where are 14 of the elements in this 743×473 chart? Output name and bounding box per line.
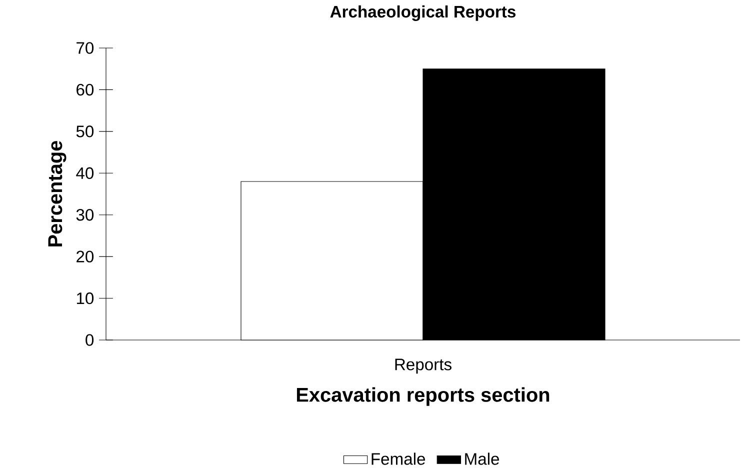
legend-label: Male xyxy=(465,452,500,465)
y-tick-label: 20 xyxy=(76,250,94,262)
y-tick-label: 50 xyxy=(76,126,94,138)
x-axis-title: Excavation reports section xyxy=(296,387,550,406)
y-tick-label: 60 xyxy=(76,84,94,96)
chart-title: Archaeological Reports xyxy=(330,5,516,21)
y-tick-label: 10 xyxy=(76,292,94,304)
y-tick-label: 40 xyxy=(76,167,94,180)
x-tick-label: Reports xyxy=(395,358,452,374)
y-tick-label: 70 xyxy=(76,42,94,54)
y-tick-label: 0 xyxy=(86,334,94,346)
y-tick-label: 30 xyxy=(76,208,94,221)
legend-label: Female xyxy=(372,452,426,465)
y-axis-title: Percentage xyxy=(48,140,66,246)
